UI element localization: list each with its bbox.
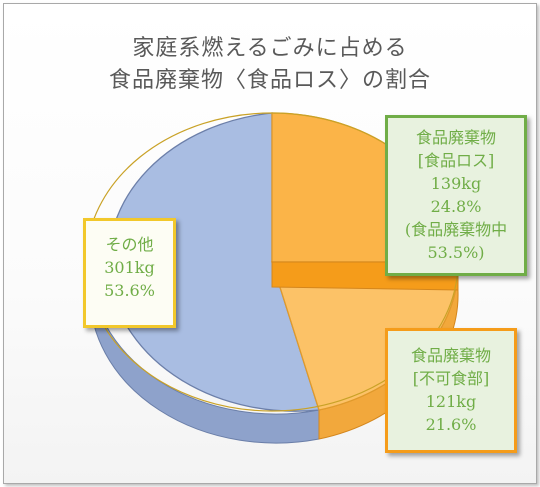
label-other-line2: 301kg (104, 258, 155, 277)
label-inedible-line3: 121kg (425, 392, 477, 411)
label-inedible-line1: 食品廃棄物 (410, 346, 491, 365)
label-other: その他 301kg 53.6% (83, 218, 176, 328)
chart-title-line2: 食品廃棄物〈食品ロス〉の割合 (108, 68, 431, 93)
label-loss-line3: 139kg (430, 174, 482, 193)
label-loss-line4: 24.8% (430, 197, 482, 216)
label-loss-line1: 食品廃棄物 (415, 128, 496, 147)
label-loss: 食品廃棄物 [食品ロス] 139kg 24.8% (食品廃棄物中 53.5%) (385, 115, 527, 276)
label-other-line3: 53.6% (104, 281, 155, 300)
chart-title-line1: 家庭系燃えるごみに占める (132, 36, 408, 61)
label-inedible: 食品廃棄物 [不可食部] 121kg 21.6% (385, 328, 517, 453)
label-loss-line2: [食品ロス] (417, 151, 495, 170)
label-other-line1: その他 (105, 235, 154, 254)
label-loss-line6: 53.5%) (427, 243, 485, 262)
label-loss-line5: (食品廃棄物中 (404, 220, 508, 239)
label-inedible-line2: [不可食部] (412, 369, 490, 388)
label-inedible-line4: 21.6% (425, 415, 477, 434)
